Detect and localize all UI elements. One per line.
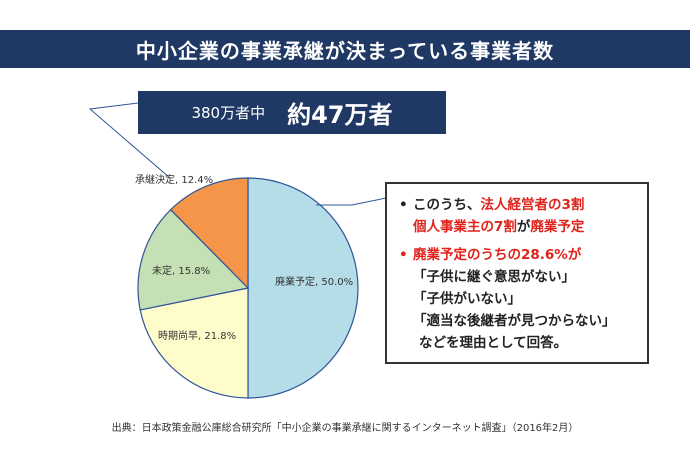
source-text: 出典：日本政策金融公庫総合研究所「中小企業の事業承継に関するインターネット調査」…: [111, 423, 579, 434]
pie-slice-3: [137, 208, 250, 311]
note-line-5: 「子供がいない」: [413, 291, 521, 307]
note-line-1: • このうち、法人経営者の3割: [399, 194, 639, 216]
page-title: 中小企業の事業承継が決まっている事業者数: [0, 30, 690, 68]
note-line-4: 「子供に継ぐ意思がない」: [413, 269, 575, 285]
note-callout-line: [316, 197, 387, 206]
total-value: 約47万者: [287, 101, 393, 129]
pie-slice-4: [169, 177, 249, 290]
note-line-7: などを理由として回答。: [419, 335, 568, 351]
pie-slice-1: [247, 177, 359, 399]
pie-slice-2: [139, 287, 249, 399]
slice-label-1: 廃業予定, 50.0%: [275, 275, 353, 288]
note-box: • このうち、法人経営者の3割 個人事業主の7割が廃業予定 • 廃業予定のうちの28…: [385, 182, 649, 364]
total-label: 380万者中: [191, 104, 266, 122]
slice-label-4: 承継決定, 12.4%: [135, 173, 213, 186]
slice-label-3: 未定, 15.8%: [152, 264, 210, 277]
note-line-2: 個人事業主の7割が廃業予定: [413, 219, 585, 235]
note-line-6: 「適当な後継者が見つからない」: [413, 313, 616, 329]
slice-label-2: 時期尚早, 21.8%: [158, 329, 236, 342]
bullet-icon: •: [399, 247, 408, 263]
bullet-icon: •: [399, 197, 408, 213]
total-box: 380万者中 約47万者: [138, 91, 446, 134]
total-callout-line: [88, 102, 171, 179]
note-line-3: • 廃業予定のうちの28.6%が: [399, 244, 639, 266]
